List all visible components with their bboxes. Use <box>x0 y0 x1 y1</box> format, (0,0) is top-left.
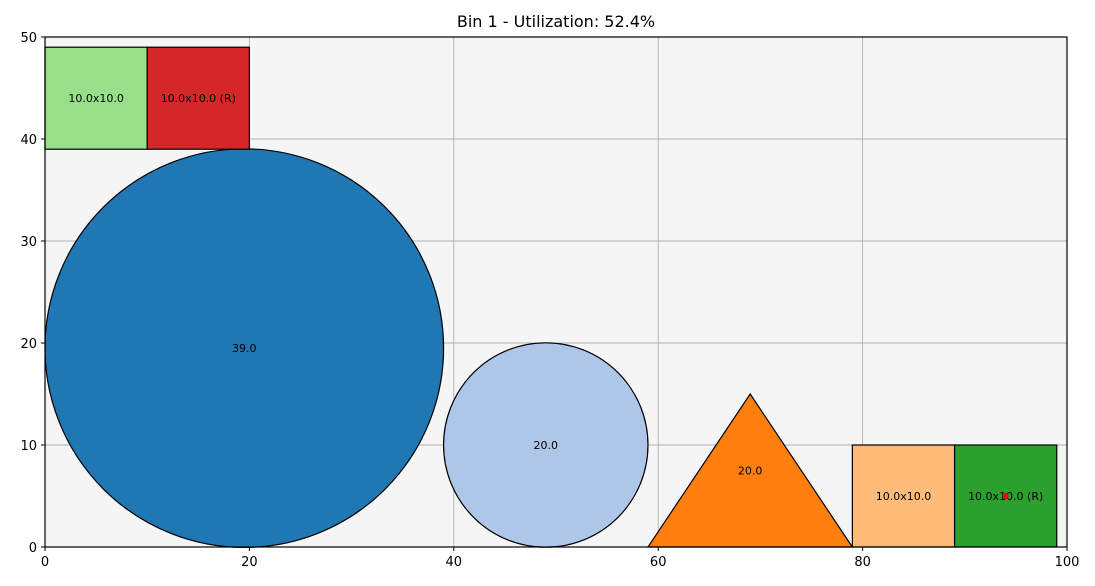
y-tick-label: 40 <box>20 133 37 148</box>
y-tick-label: 20 <box>20 337 37 352</box>
shape-label: 10.0x10.0 <box>68 92 124 105</box>
y-tick-label: 30 <box>20 235 37 250</box>
rect-item <box>851 444 956 548</box>
y-tick-label: 50 <box>20 31 37 46</box>
shapes <box>44 46 1058 548</box>
shape-label: 10.0x10.0 (R) <box>161 92 236 105</box>
x-tick-label: 40 <box>446 555 463 570</box>
x-tick-label: 80 <box>854 555 871 570</box>
rect-item <box>44 46 148 150</box>
x-tick-label: 20 <box>241 555 258 570</box>
x-tick-label: 0 <box>41 555 49 570</box>
shape-label: 39.0 <box>232 342 257 355</box>
shape-label: 20.0 <box>738 465 763 478</box>
rect-item <box>146 46 250 150</box>
center-marker <box>1002 493 1009 499</box>
plot-frame <box>44 36 1068 548</box>
x-tick-label: 60 <box>650 555 667 570</box>
y-tick-label: 0 <box>29 541 37 556</box>
shape-label: 20.0 <box>534 439 559 452</box>
shape-label: 10.0x10.0 <box>876 490 932 503</box>
y-tick-label: 10 <box>20 439 37 454</box>
chart-title: Bin 1 - Utilization: 52.4% <box>457 12 655 31</box>
markers <box>1002 493 1009 499</box>
axes: 0 20 40 60 80 100 0 10 20 30 40 50 <box>20 31 1079 570</box>
x-tick-label: 100 <box>1055 555 1080 570</box>
